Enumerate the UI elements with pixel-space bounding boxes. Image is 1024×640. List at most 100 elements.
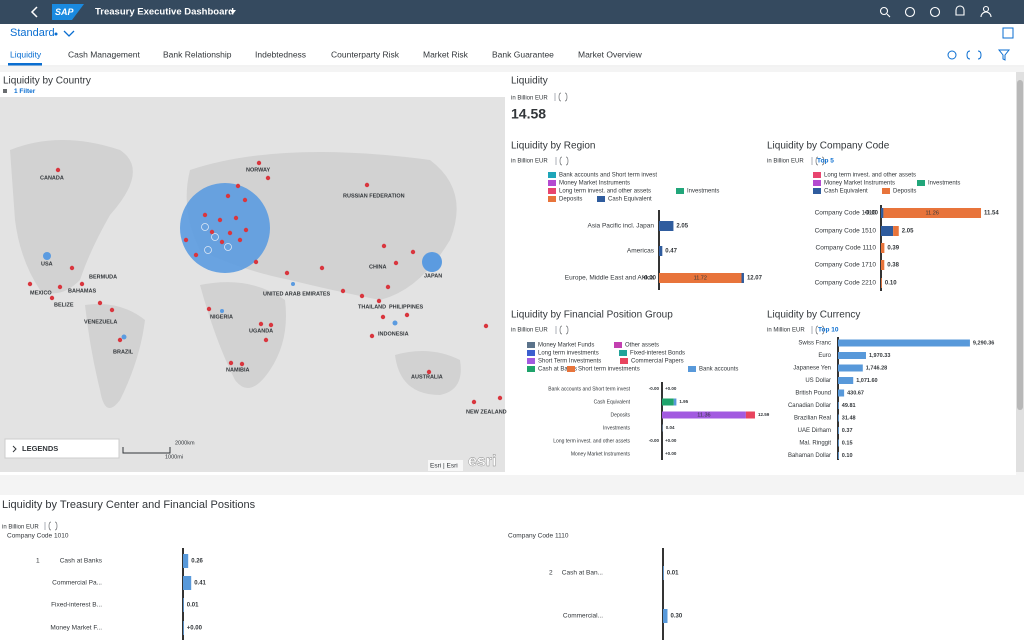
bar [881,260,885,270]
notification-icon[interactable] [955,5,965,16]
map-marker [258,321,264,327]
value-label: 2.05 [676,224,688,230]
chart-title: Company Code 1010 [7,533,69,540]
copilot-icon[interactable] [904,6,916,18]
map-bubble [291,282,295,286]
country-label: JAPAN [424,273,442,279]
bar [663,609,668,623]
tab[interactable]: Counterparty Risk [331,49,400,59]
tab[interactable]: Indebtedness [255,49,306,59]
variables-icon[interactable] [559,325,569,335]
tab[interactable]: Liquidity [10,49,42,59]
scrollbar-thumb[interactable] [1017,80,1023,410]
value-label: 12.59 [758,412,770,417]
category-label: Company Code 1110 [816,245,877,252]
category-label: Deposits [611,412,631,418]
map-marker [426,369,432,375]
bar [838,439,839,447]
map-marker [284,270,290,276]
tab[interactable]: Bank Relationship [163,49,232,59]
map-marker [225,193,231,199]
value-label: +0.00 [187,626,203,632]
variables-icon[interactable] [48,521,58,531]
map-marker [55,167,61,173]
tab[interactable]: Bank Guarantee [492,49,554,59]
value-label: 31.48 [842,415,856,421]
category-label: British Pound [795,391,831,397]
bar [659,273,742,283]
search-icon[interactable] [879,6,889,16]
variant-name[interactable]: Standard [10,27,55,39]
bar [838,377,854,384]
map-bubble [180,183,270,273]
map-marker [340,288,346,294]
back-button[interactable] [30,6,38,18]
chart-filter[interactable]: Top 5 [817,158,834,165]
tab[interactable]: Market Risk [423,49,469,59]
filter-icon [3,89,7,93]
bar [662,424,663,432]
bar [741,273,744,283]
land-africa [200,282,286,388]
map-marker [393,260,399,266]
map-marker [209,229,215,235]
legend-label: Commercial Papers [631,359,684,365]
country-label: MEXICO [30,290,52,296]
reset-icon[interactable] [947,50,957,60]
value-label: 49.81 [842,403,856,409]
map-marker [237,237,243,243]
bar [662,411,746,419]
country-label: UNITED ARAB EMIRATES [263,291,331,297]
map-marker [79,281,85,287]
app-title[interactable]: Treasury Executive Dashboard [95,7,234,18]
share-icon[interactable] [1002,27,1014,39]
map-marker [49,295,55,301]
chart-filter[interactable]: Top 10 [818,327,839,334]
negative-label: -0.00 [864,211,878,217]
map-legends-button[interactable] [4,438,120,459]
map-marker [227,230,233,236]
help-icon[interactable] [929,6,941,18]
category-label: Asia Pacific incl. Japan [588,223,655,230]
map-marker [359,293,365,299]
variant-chevron[interactable] [63,30,75,37]
variables-icon[interactable] [966,50,982,60]
map-filter[interactable]: 1 Filter [14,88,36,95]
legend-swatch [813,188,821,194]
category-label: Commercial... [563,613,603,620]
legend-label: Money Market Instruments [559,181,630,187]
tab[interactable]: Cash Management [68,49,140,59]
section-title: Liquidity by Treasury Center and Financi… [2,499,256,511]
legend-swatch [527,342,535,348]
negative-label: -0.00 [649,438,660,443]
variables-icon[interactable] [815,325,825,335]
chart-unit: in Million EUR [767,328,805,334]
title-caret[interactable] [230,10,236,14]
category-label: Investments [603,425,630,431]
map-marker [57,284,63,290]
legend-swatch [527,358,535,364]
map-marker [404,312,410,318]
filter-icon[interactable] [997,49,1011,61]
country-label: CHINA [369,264,386,270]
legend-label: Short term investments [578,367,640,373]
value-label: 0.38 [887,263,899,269]
value-label: 0.10 [885,281,897,287]
variables-icon[interactable] [558,92,568,102]
value-label: 430.67 [847,390,864,396]
map-bubble [220,309,224,313]
attribution-background [428,460,463,471]
variables-icon[interactable] [559,156,569,166]
land-north-america [10,140,133,294]
value-label: 0.01 [187,603,199,609]
value-label: 1,071.60 [856,378,877,384]
legend-label: Long term invest. and other assets [824,173,916,179]
variables-icon[interactable] [815,156,825,166]
map-marker [243,227,249,233]
tab[interactable]: Market Overview [578,49,643,59]
map-hollow-marker [211,233,219,241]
legends-chevron [12,445,17,453]
country-label: NIGERIA [210,314,233,320]
map-marker [233,215,239,221]
value-label: 0.01 [667,571,679,577]
